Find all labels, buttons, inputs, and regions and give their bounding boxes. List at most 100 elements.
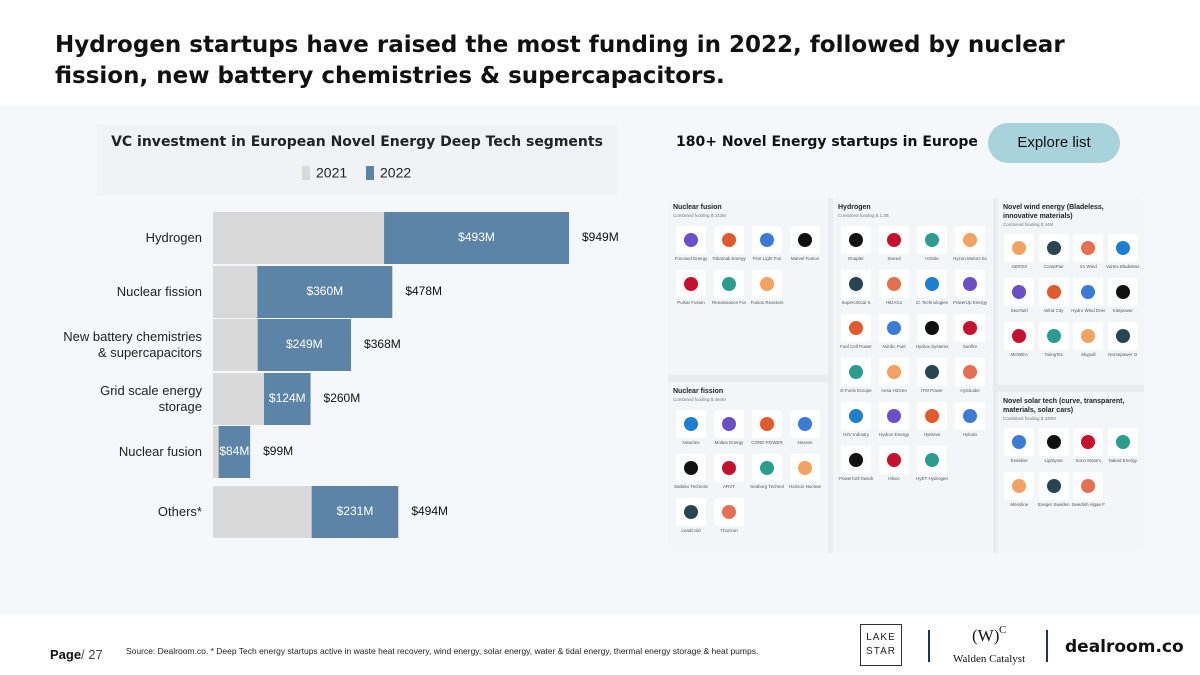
walden-logo-mark: (W) [972, 626, 1000, 645]
startup-name: HiDACo [885, 300, 903, 305]
bar-value-label: $84M [219, 444, 249, 458]
section-title: Nuclear fission [673, 388, 724, 395]
startup-tile: Wind City [1037, 278, 1071, 313]
startup-name: CompPair [1043, 264, 1064, 269]
startup-tile: MOWEA [1002, 322, 1036, 357]
logo-glyph [963, 409, 977, 423]
startup-name: Wind City [1044, 308, 1064, 313]
source-note: Source: Dealroom.co. * Deep Tech energy … [126, 646, 759, 656]
slide-title: Hydrogen startups have raised the most f… [55, 32, 1065, 89]
startup-tile: Swedish Algae F [1071, 472, 1105, 507]
bar-segment [311, 486, 399, 538]
logo-glyph [760, 233, 774, 247]
logo-glyph [925, 365, 939, 379]
bar-segment [213, 373, 265, 425]
section-funding: Combined funding $ 44M [1003, 222, 1054, 227]
startup-logo [1038, 234, 1069, 262]
legend-swatch [302, 166, 310, 180]
startup-tile: HiDACo [877, 270, 911, 305]
bar-segment [213, 266, 258, 318]
startup-logo [917, 358, 947, 386]
startup-logo [879, 446, 909, 474]
total-label: $478M [405, 284, 442, 298]
startup-logo [676, 498, 706, 526]
startup-tile: CORE-POWER [750, 410, 784, 445]
bar-segment [218, 426, 251, 478]
logo-glyph [684, 277, 698, 291]
logo-glyph [760, 461, 774, 475]
startup-name: HyMove [923, 432, 941, 437]
startup-tile: PowerUp Energy [953, 270, 987, 305]
startup-logo [879, 358, 909, 386]
startup-tile: Fuel Cell Power [839, 314, 873, 349]
startup-logo [714, 226, 744, 254]
startup-tile: IC Technologies [915, 270, 949, 305]
startup-name: Norsepower O [1108, 352, 1138, 357]
startup-name: Messline [1010, 502, 1029, 507]
startup-tile: PowerCell Swede [839, 446, 873, 481]
legend-swatch [366, 166, 374, 180]
startup-logo [752, 454, 782, 482]
startup-tile: AEROX [1002, 234, 1036, 269]
logo-glyph [887, 321, 901, 335]
section-title: Novel solar tech (curve, transparent, ma… [1003, 398, 1125, 414]
startup-logo [917, 314, 947, 342]
startup-logo [1004, 278, 1035, 306]
startup-tile: Newcleo [674, 410, 708, 445]
startup-tile: LeadCold [674, 498, 708, 533]
startup-name: Stored [887, 256, 901, 261]
walden-logo-name: Walden Catalyst [953, 653, 1026, 665]
bar-segment [213, 212, 385, 264]
startup-name: Sono Motors [1075, 458, 1101, 463]
startup-tile: Supercritical S [839, 270, 873, 305]
startup-logo [790, 454, 820, 482]
logo-glyph [849, 409, 863, 423]
walden-logo-sup: C [999, 624, 1007, 636]
startup-name: Exeldise [1010, 458, 1028, 463]
startup-tile: TwingTec [1037, 322, 1071, 357]
startup-logo [879, 270, 909, 298]
logo-glyph [1115, 285, 1130, 299]
startup-logo [1038, 278, 1069, 306]
startup-logo [955, 314, 985, 342]
startup-tile: Hydro Wind Ener [1071, 278, 1105, 313]
explore-button[interactable]: Explore list [988, 123, 1120, 163]
logo-glyph [963, 365, 977, 379]
startup-tile: Sadako Technolo [674, 454, 708, 489]
startup-name: Marvel Fusion [790, 256, 820, 261]
startup-tile: Focused Energy [674, 226, 708, 261]
bar-segment [257, 319, 352, 371]
logo-glyph [849, 321, 863, 335]
startup-tile: Enapter [839, 226, 873, 261]
startup-logo [879, 314, 909, 342]
startup-name: Exeger Sweden [1037, 502, 1070, 507]
startup-name: Lightyear [1044, 458, 1063, 463]
startup-logo [1107, 428, 1138, 456]
startup-name: PowerCell Swede [839, 476, 873, 481]
logo-glyph [722, 505, 736, 519]
startup-tile: Exeldise [1002, 428, 1036, 463]
startup-logo [790, 410, 820, 438]
startup-tile: Exeger Sweden [1037, 472, 1071, 507]
logo-glyph [1012, 329, 1027, 343]
startup-name: H2V Industry [842, 432, 869, 437]
startup-name: ARVT [723, 484, 735, 489]
logo-glyph [1115, 435, 1130, 449]
startups-title: 180+ Novel Energy startups in Europe [676, 134, 978, 150]
logo-glyph [925, 277, 939, 291]
logo-glyph [1046, 479, 1061, 493]
startup-name: ITM Power [921, 388, 943, 393]
startup-tile: H2V Industry [839, 402, 873, 437]
category-label: Hydrogen [145, 230, 202, 245]
startup-tile: Horizon Nuclear [788, 454, 822, 489]
section-title: Novel wind energy (Bladeless, innovative… [1003, 204, 1104, 220]
startup-name: PowerUp Energy [953, 300, 987, 305]
startup-name: MOWEA [1010, 352, 1029, 357]
logo-glyph [849, 365, 863, 379]
bar-segment [213, 486, 312, 538]
startup-logo [1004, 472, 1035, 500]
startup-name: X1 Wind [1079, 264, 1097, 269]
logo-glyph [684, 417, 698, 431]
startup-name: TwingTec [1044, 352, 1064, 357]
startup-tile: Lightyear [1037, 428, 1071, 463]
